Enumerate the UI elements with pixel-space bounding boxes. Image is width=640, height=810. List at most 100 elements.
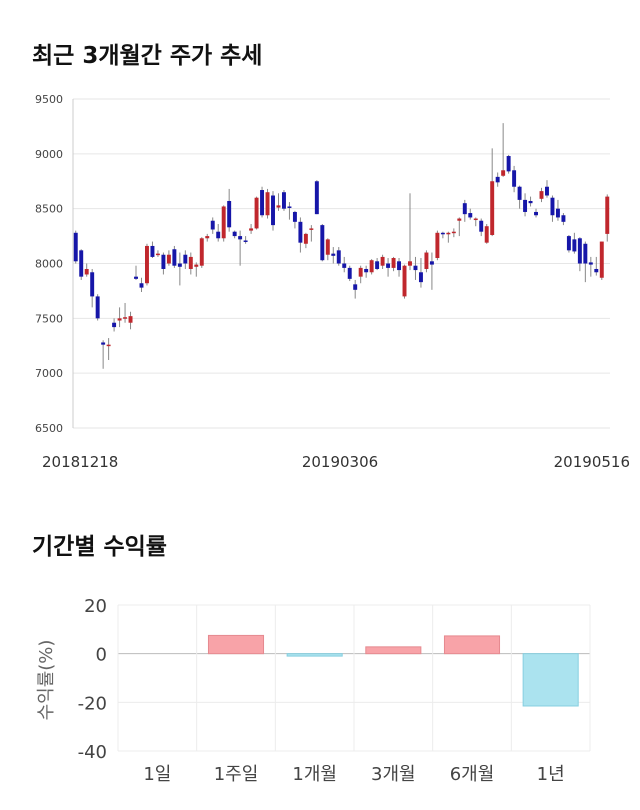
candle: [605, 196, 610, 234]
candle: [325, 239, 330, 255]
candle: [95, 296, 100, 319]
y-tick-label: 9500: [35, 93, 63, 106]
x-tick-label: 1일: [143, 764, 171, 785]
x-tick-label: 20181218: [42, 453, 118, 471]
candle: [594, 268, 599, 273]
candle: [90, 272, 95, 297]
x-tick-label: 1개월: [292, 764, 337, 785]
candlestick-chart: 6500 7000 7500 8000 8500 9000 9500 20181218 2019…: [35, 93, 630, 471]
return-bar: [522, 653, 579, 707]
candle: [271, 195, 275, 226]
candle: [166, 254, 171, 264]
candle: [177, 263, 182, 267]
y-tick-label: 20: [84, 596, 107, 617]
candle: [281, 192, 286, 209]
candle: [479, 220, 484, 232]
candle: [320, 225, 325, 261]
candle: [473, 218, 478, 221]
candle: [534, 211, 538, 216]
candle: [199, 238, 204, 266]
candle: [309, 228, 314, 230]
candle: [336, 250, 341, 264]
candle: [265, 192, 270, 216]
candle: [435, 232, 440, 259]
candle: [227, 200, 232, 228]
candle: [243, 240, 248, 242]
candle: [221, 206, 226, 239]
candle: [517, 186, 522, 200]
candle: [413, 265, 418, 271]
y-tick-label: 7000: [35, 367, 63, 380]
candle: [155, 253, 160, 256]
candle: [73, 232, 78, 262]
candle: [101, 342, 106, 345]
x-tick-label: 1년: [537, 764, 565, 785]
candle: [369, 260, 374, 273]
candle: [364, 268, 369, 273]
candle: [599, 241, 604, 278]
candle: [402, 265, 407, 297]
candle: [451, 231, 456, 234]
candle: [232, 231, 237, 237]
candle: [128, 316, 133, 323]
price-trend-title: 최근 3개월간 주가 추세: [32, 43, 263, 69]
y-tick-label: -20: [78, 693, 107, 714]
candle: [566, 236, 571, 251]
candle: [512, 170, 517, 187]
x-tick-label: 3개월: [371, 764, 416, 785]
candle: [117, 318, 122, 321]
return-bar: [365, 646, 422, 655]
candle: [298, 221, 303, 243]
candle: [150, 245, 155, 257]
candle: [429, 261, 434, 265]
candle: [495, 176, 500, 183]
candle: [523, 199, 528, 212]
x-tick-label: 1주일: [214, 764, 259, 785]
candle: [457, 218, 462, 221]
candle: [506, 156, 511, 172]
x-tick-label: 6개월: [450, 764, 495, 785]
candle: [386, 263, 391, 268]
return-bar: [207, 634, 265, 655]
y-tick-label: 8000: [35, 258, 63, 271]
candle: [331, 253, 336, 256]
candle: [249, 228, 254, 231]
candle: [380, 256, 385, 266]
candle: [276, 205, 281, 208]
y-tick-label: 7500: [35, 312, 63, 325]
candle: [408, 261, 412, 266]
candle: [145, 245, 149, 284]
candle: [287, 206, 292, 208]
candle: [139, 283, 144, 288]
candle: [501, 170, 506, 176]
candle: [418, 272, 423, 283]
candle: [183, 254, 188, 264]
candle: [528, 200, 533, 204]
candle: [424, 252, 429, 269]
candle: [216, 231, 221, 239]
candle: [314, 181, 319, 215]
candle: [583, 243, 588, 264]
candle: [375, 261, 380, 269]
candle: [353, 284, 358, 290]
candle: [397, 261, 402, 271]
candle: [84, 268, 89, 275]
candle: [577, 238, 582, 264]
candle: [161, 254, 166, 269]
x-tick-label: 20190516: [554, 453, 630, 471]
candle: [342, 263, 347, 268]
candle: [358, 267, 363, 277]
candle: [303, 233, 308, 244]
return-bar: [443, 635, 501, 655]
candle: [490, 181, 495, 235]
candle: [106, 344, 111, 347]
candle: [347, 267, 352, 279]
candle: [484, 226, 489, 243]
candle: [391, 258, 396, 268]
candle: [468, 213, 473, 218]
candle: [545, 186, 549, 196]
returns-title: 기간별 수익률: [32, 534, 167, 560]
return-bar: [286, 653, 343, 657]
candle: [555, 208, 560, 218]
